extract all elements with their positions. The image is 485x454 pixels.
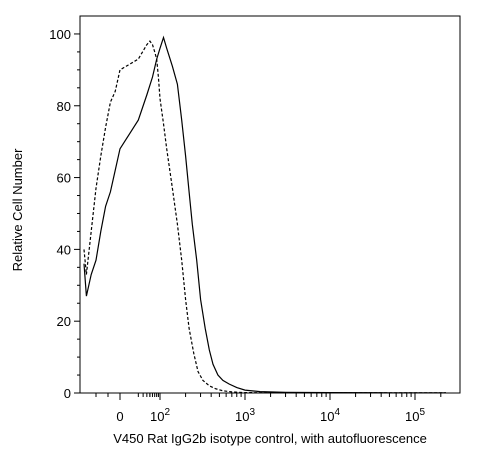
y-tick-label: 40	[57, 242, 71, 257]
plot-frame	[79, 15, 461, 394]
x-tick-label: 105	[405, 407, 425, 424]
series-line-dashed	[83, 40, 446, 394]
x-tick-label: 102	[150, 407, 170, 424]
y-tick-label: 60	[57, 171, 71, 186]
x-tick-label: 103	[235, 407, 255, 424]
y-axis-label: Relative Cell Number	[10, 148, 25, 271]
series-layer	[83, 35, 446, 394]
x-tick-label: 104	[320, 407, 340, 424]
y-tick-label: 0	[64, 386, 71, 401]
y-tick-label: 20	[57, 314, 71, 329]
series-line-solid	[83, 35, 446, 394]
y-axis: 0 20 40 60 80 100	[49, 27, 80, 401]
x-tick-label: 0	[116, 409, 123, 424]
y-tick-label: 100	[49, 27, 71, 42]
y-tick-label: 80	[57, 99, 71, 114]
plot-frame-layer	[79, 15, 461, 394]
x-axis-label: V450 Rat IgG2b isotype control, with aut…	[113, 431, 427, 446]
x-axis: 0 102 103 104 105	[95, 393, 442, 424]
